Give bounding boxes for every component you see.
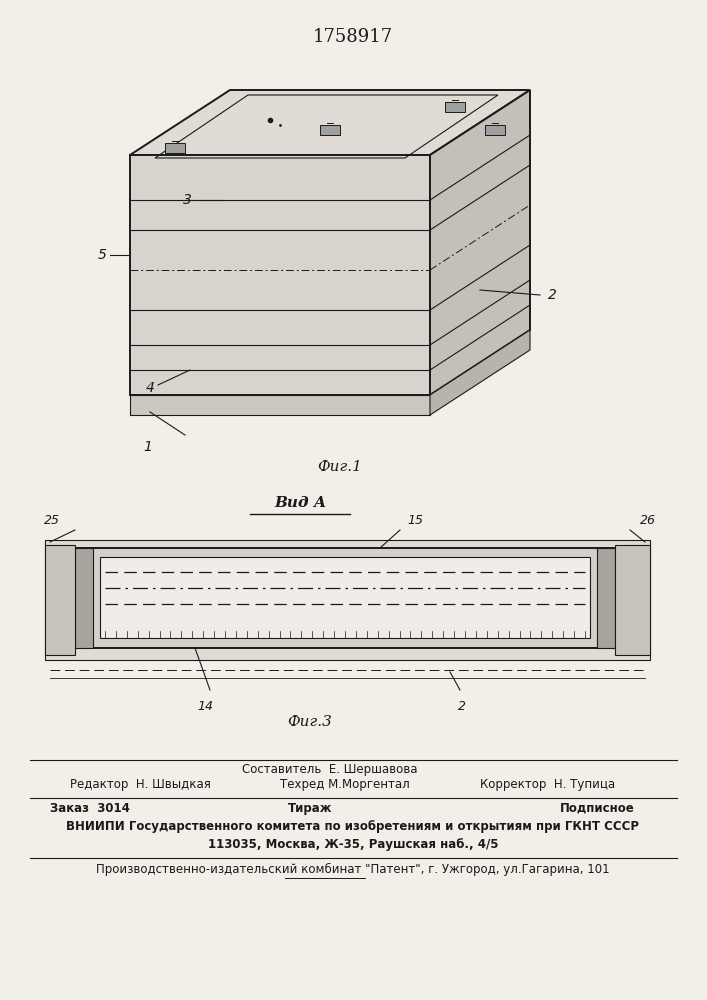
Text: 1: 1 (144, 440, 153, 454)
Text: Подписное: Подписное (560, 802, 635, 815)
Polygon shape (430, 90, 530, 395)
Polygon shape (485, 125, 505, 135)
Text: Заказ  3014: Заказ 3014 (50, 802, 130, 815)
Text: 3: 3 (183, 193, 192, 207)
Polygon shape (615, 545, 650, 655)
Text: Редактор  Н. Швыдкая: Редактор Н. Швыдкая (70, 778, 211, 791)
Text: Производственно-издательский комбинат "Патент", г. Ужгород, ул.Гагарина, 101: Производственно-издательский комбинат "П… (96, 863, 610, 876)
Text: Фиг.3: Фиг.3 (288, 715, 332, 729)
Polygon shape (445, 102, 465, 112)
Text: Техред М.Моргентал: Техред М.Моргентал (280, 778, 410, 791)
Text: 2: 2 (548, 288, 557, 302)
Text: 14: 14 (197, 700, 213, 713)
Polygon shape (165, 143, 185, 153)
Text: 4: 4 (146, 381, 155, 395)
Polygon shape (130, 155, 430, 395)
Text: 5: 5 (98, 248, 107, 262)
Polygon shape (130, 90, 530, 155)
Polygon shape (75, 548, 93, 648)
Polygon shape (75, 548, 615, 648)
Polygon shape (597, 548, 615, 648)
Polygon shape (320, 125, 340, 135)
Text: Тираж: Тираж (288, 802, 332, 815)
Text: 113035, Москва, Ж-35, Раушская наб., 4/5: 113035, Москва, Ж-35, Раушская наб., 4/5 (208, 838, 498, 851)
Text: 25: 25 (44, 514, 60, 527)
Polygon shape (130, 395, 430, 415)
Polygon shape (430, 330, 530, 415)
Text: 15: 15 (407, 514, 423, 527)
Text: 1758917: 1758917 (313, 28, 393, 46)
Text: Корректор  Н. Тупица: Корректор Н. Тупица (480, 778, 615, 791)
Text: Составитель  Е. Шершавова: Составитель Е. Шершавова (243, 763, 418, 776)
Polygon shape (45, 545, 75, 655)
Text: ВНИИПИ Государственного комитета по изобретениям и открытиям при ГКНТ СССР: ВНИИПИ Государственного комитета по изоб… (66, 820, 640, 833)
Text: 2: 2 (458, 700, 466, 713)
Text: 26: 26 (640, 514, 656, 527)
Text: Вид А: Вид А (274, 496, 326, 510)
Polygon shape (45, 540, 650, 660)
Polygon shape (100, 557, 590, 638)
Text: Фиг.1: Фиг.1 (317, 460, 363, 474)
